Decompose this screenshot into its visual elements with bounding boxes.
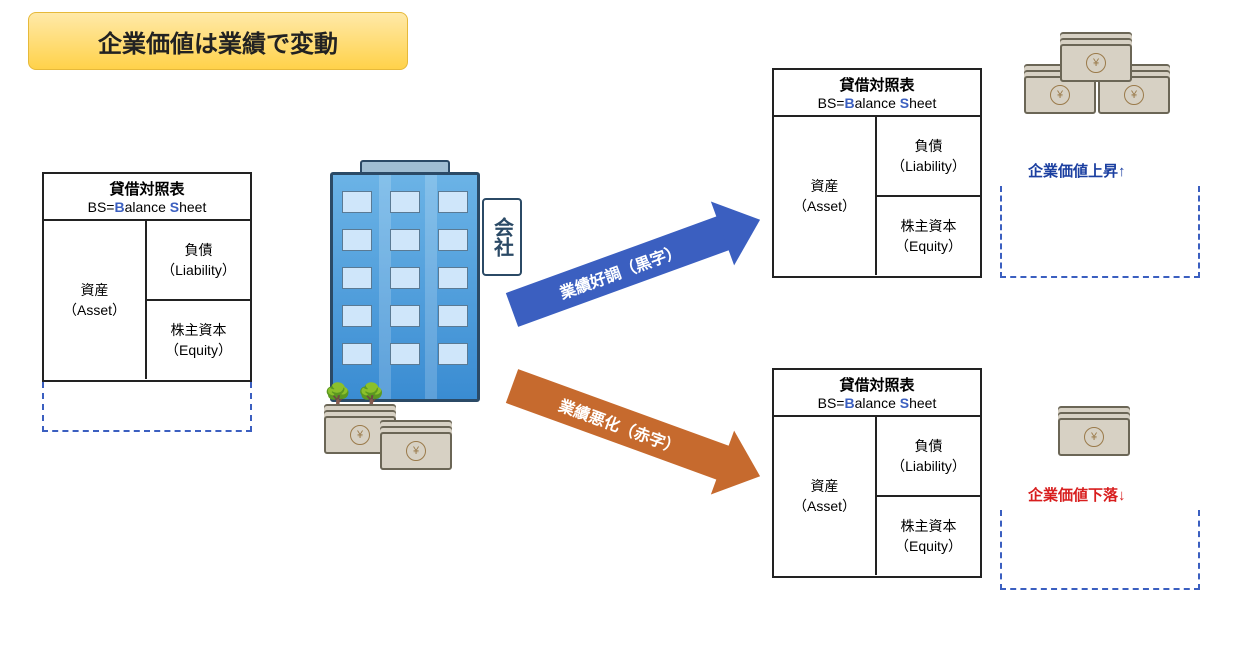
dashed-box-upper [1000, 186, 1200, 278]
bs-liability-cell: 負債 （Liability） [877, 117, 980, 197]
company-building-icon: 会社 🌳 🌳 [330, 160, 500, 402]
bs-equity-cell: 株主資本 （Equity） [147, 301, 250, 379]
money-stack-icon [1058, 418, 1130, 456]
bs-title: 貸借対照表 [774, 374, 980, 395]
title-box: 企業価値は業績で変動 [28, 12, 408, 70]
bs-liability-cell: 負債 （Liability） [147, 221, 250, 301]
dashed-box-left [42, 382, 252, 432]
bs-equity-cell: 株主資本 （Equity） [877, 497, 980, 575]
bs-asset-cell: 資産 （Asset） [774, 117, 877, 275]
bs-box-lower: 貸借対照表 BS=Balance Sheet 資産 （Asset） 負債 （Li… [772, 368, 982, 578]
building-sign: 会社 [482, 198, 522, 276]
bs-title: 貸借対照表 [774, 74, 980, 95]
arrow-good-performance: 業績好調（黒字） [506, 214, 734, 326]
value-down-label: 企業価値下落↓ [1028, 484, 1126, 505]
dashed-box-lower [1000, 510, 1200, 590]
money-stack-icon [380, 432, 452, 470]
bs-subtitle: BS=Balance Sheet [774, 395, 980, 411]
value-up-label: 企業価値上昇↑ [1028, 160, 1126, 181]
bs-box-left: 貸借対照表 BS=Balance Sheet 資産 （Asset） 負債 （Li… [42, 172, 252, 382]
bs-subtitle: BS=Balance Sheet [774, 95, 980, 111]
money-stack-icon [1060, 44, 1132, 82]
title-text: 企業価値は業績で変動 [98, 24, 338, 59]
bs-equity-cell: 株主資本 （Equity） [877, 197, 980, 275]
bs-liability-cell: 負債 （Liability） [877, 417, 980, 497]
bs-asset-cell: 資産 （Asset） [44, 221, 147, 379]
arrow-bad-performance: 業績悪化（赤字） [506, 369, 734, 481]
tree-icon: 🌳 🌳 [324, 382, 385, 408]
bs-box-upper: 貸借対照表 BS=Balance Sheet 資産 （Asset） 負債 （Li… [772, 68, 982, 278]
bs-title: 貸借対照表 [44, 178, 250, 199]
bs-asset-cell: 資産 （Asset） [774, 417, 877, 575]
bs-subtitle: BS=Balance Sheet [44, 199, 250, 215]
